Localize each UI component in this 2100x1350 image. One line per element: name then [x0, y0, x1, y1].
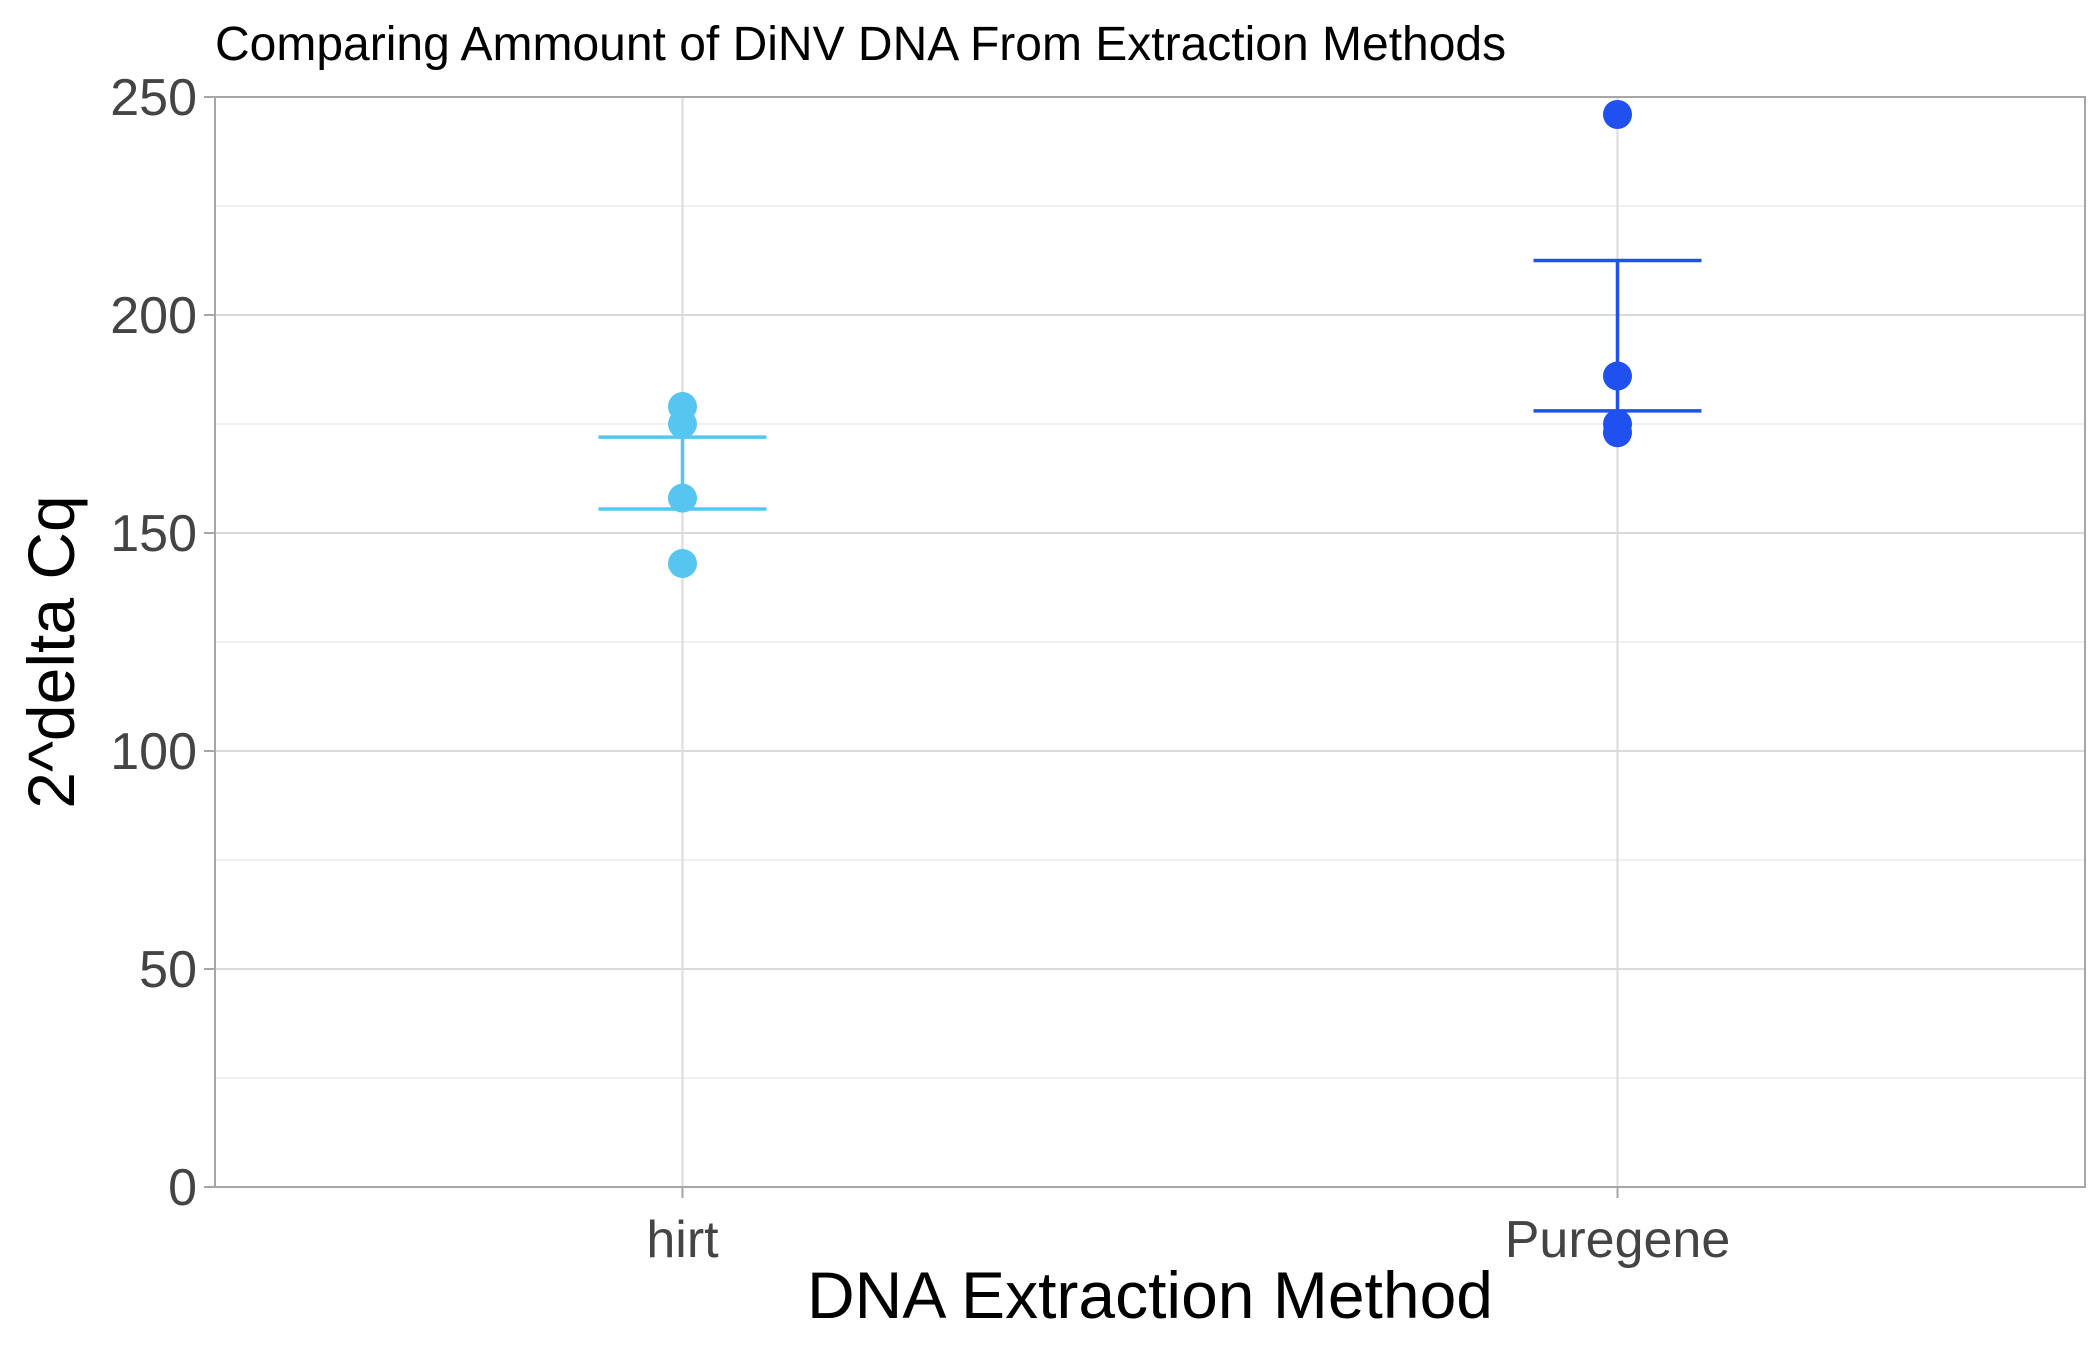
data-point	[1603, 99, 1632, 129]
chart-title: Comparing Ammount of DiNV DNA From Extra…	[215, 18, 1506, 71]
x-tick-label: hirt	[646, 1211, 719, 1269]
data-point	[668, 392, 697, 422]
y-tick-label: 0	[168, 1159, 197, 1217]
data-point	[1603, 409, 1632, 439]
y-tick-label: 200	[110, 287, 197, 345]
y-axis-title: 2^delta Cq	[14, 495, 88, 809]
data-point	[668, 549, 697, 579]
y-tick-label: 50	[139, 941, 197, 999]
plot-panel-border	[214, 96, 2086, 1188]
x-axis-ticks: hirt Puregene	[646, 1187, 1730, 1269]
x-axis-title: DNA Extraction Method	[807, 1258, 1493, 1332]
y-tick-label: 250	[110, 69, 197, 127]
error-bars	[598, 258, 1702, 511]
y-tick-label: 150	[110, 505, 197, 563]
data-points	[668, 99, 1632, 579]
y-tick-label: 100	[110, 723, 197, 781]
data-point	[668, 483, 697, 513]
data-point	[1603, 361, 1632, 391]
y-axis-ticks: 0 50 100 150 200 250	[110, 69, 215, 1217]
x-tick-label: Puregene	[1505, 1211, 1731, 1269]
grid	[215, 96, 2085, 1188]
